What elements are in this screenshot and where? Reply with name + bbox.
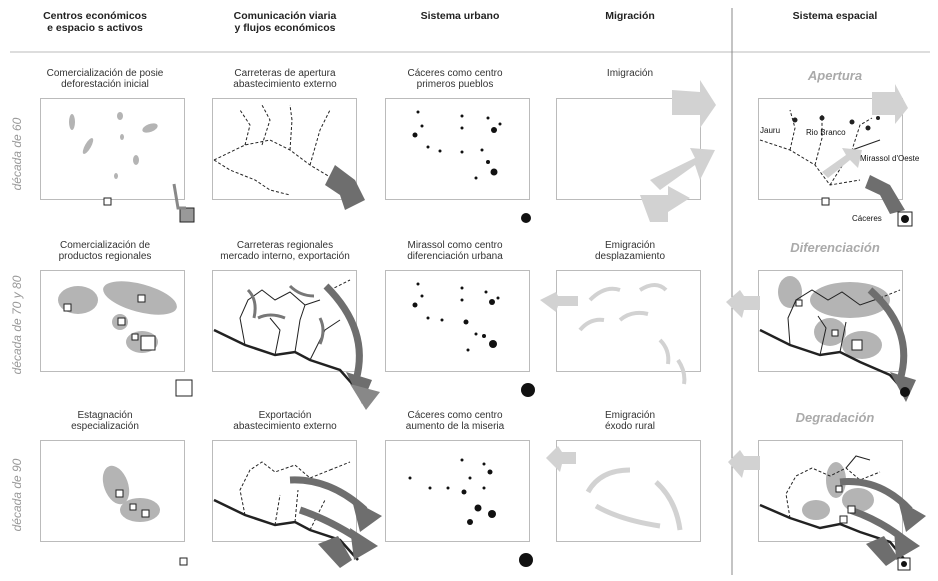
- r1c5-caceres-dot: [901, 215, 909, 223]
- r2c5-big-curve-arrow: [867, 287, 908, 382]
- r1c5-arrow-b: [865, 175, 905, 214]
- r3c5-roads: [759, 455, 906, 561]
- phase-title-degradacion: Degradación: [795, 410, 875, 425]
- r2c4-left-arrow: [540, 292, 578, 312]
- r3c3-legend-dot: [519, 553, 533, 567]
- panel-box-r1c2: [212, 98, 357, 200]
- r1c2-roads: [213, 104, 336, 196]
- r1c1-center-square: [103, 197, 112, 206]
- r3c4-left-arrow: [546, 446, 576, 472]
- r1c5-towns: [792, 115, 880, 131]
- panel-title-r2c3: Mirassol como centro diferenciación urban…: [407, 240, 503, 262]
- panel-box-r3c5: [758, 440, 903, 542]
- r2c2-roads: [213, 279, 363, 396]
- r2c4-left-arrow-big: [726, 290, 760, 318]
- r3c5-left-arrow: [728, 450, 760, 478]
- panel-box-r3c2: [212, 440, 357, 542]
- column-header-sistema-urbano: Sistema urbano: [420, 10, 500, 22]
- r1c1-legend-square: [179, 207, 195, 223]
- r3c4-arrows: [585, 467, 683, 531]
- city-label-mirassol: Mirassol d'Oeste: [860, 154, 920, 163]
- r2c1-blobs: [58, 281, 177, 353]
- r1c3-towns: [412, 110, 502, 180]
- column-header-sistema-espacial: Sistema espacial: [792, 10, 878, 22]
- panel-title-r2c4: Emigración desplazamiento: [594, 240, 666, 262]
- r2c3-towns: [412, 282, 500, 352]
- panel-title-r1c3: Cáceres como centro primeros pueblos: [407, 68, 503, 90]
- r3c1-legend-square: [179, 557, 188, 566]
- r1c4-arrow-3: [640, 186, 690, 222]
- r1c4-arrow-2: [650, 148, 715, 190]
- panel-title-r3c3: Cáceres como centro aumento de la miseria: [405, 410, 505, 432]
- panel-title-r1c4: Imigración: [606, 68, 654, 79]
- r1c5-arrow-c: [822, 148, 862, 178]
- phase-title-diferenciacion: Diferenciación: [790, 240, 880, 255]
- r2c5-caceres-dot: [900, 387, 910, 397]
- r1c3-legend-dot: [521, 213, 531, 223]
- panel-box-r3c3: [385, 440, 530, 542]
- column-header-comunicacion: Comunicación viaria y flujos económicos: [233, 10, 337, 34]
- city-label-caceres: Cáceres: [852, 214, 882, 223]
- r3c2-arrow-1-head: [352, 500, 382, 532]
- city-label-jauru: Jauru: [760, 126, 781, 135]
- r2c2-small-arrows: [246, 284, 325, 345]
- r2c5-arrow-head: [890, 372, 916, 402]
- r3c2-arrow-2-head: [350, 528, 378, 560]
- panel-title-r2c1: Comercialización de productos regionales: [58, 240, 152, 262]
- phase-title-apertura: Apertura: [807, 68, 863, 83]
- r3c5-arrow-1-head: [898, 500, 926, 532]
- panel-title-r1c2: Carreteras de apertura abastecimiento ext…: [233, 68, 337, 90]
- panel-box-r1c5: [758, 98, 903, 200]
- panel-box-r2c5: [758, 270, 903, 372]
- r2c1-legend-square: [175, 379, 193, 397]
- r3c3-towns: [408, 458, 496, 525]
- r3c5-squares: [835, 485, 856, 524]
- r2c5-squares: [795, 299, 863, 351]
- r1c5-arrow-a: [872, 84, 908, 124]
- r1c4-arrow-1: [672, 80, 716, 128]
- panel-box-r2c2: [212, 270, 357, 372]
- panel-title-r3c1: Estagnación especialización: [71, 410, 139, 432]
- column-header-centros: Centros económicos e espacio s activos: [43, 10, 147, 34]
- r3c1-blobs: [102, 465, 160, 522]
- r3c1-squares: [115, 489, 150, 518]
- r2c2-big-curve-arrow: [323, 283, 363, 381]
- r2c1-squares: [63, 294, 156, 351]
- r1c2-big-arrow: [325, 165, 365, 210]
- r1c1-blobs: [69, 112, 158, 179]
- panel-box-r1c3: [385, 98, 530, 200]
- panel-box-r2c3: [385, 270, 530, 372]
- r3c5-arrow-3: [866, 536, 898, 566]
- r2c4-arrows: [578, 283, 687, 385]
- r1c5-roads: [759, 109, 881, 186]
- panel-box-r1c1: [40, 98, 185, 200]
- panel-box-r3c1: [40, 440, 185, 542]
- panel-box-r2c1: [40, 270, 185, 372]
- r2c3-legend-dot: [521, 383, 535, 397]
- panel-title-r1c1: Comercialización de posie deforestación i…: [46, 68, 164, 90]
- panel-title-r2c2: Carreteras regionales mercado interno, ex…: [220, 240, 350, 262]
- panel-box-r2c4: [556, 270, 701, 372]
- r2c2-arrow-head-2: [350, 384, 380, 410]
- r1c5-center-square: [821, 197, 830, 206]
- r3c5-arrow-2-head: [894, 528, 920, 560]
- r2c5-roads: [759, 289, 906, 393]
- r3c5-caceres-dot: [901, 561, 907, 567]
- panel-title-r3c4: Emigración éxodo rural: [604, 410, 656, 432]
- panel-box-r3c4: [556, 440, 701, 542]
- panel-title-r3c2: Exportación abastecimiento externo: [233, 410, 337, 432]
- r1c1-arrow: [172, 183, 186, 210]
- r3c2-arrow-3: [318, 536, 352, 568]
- column-header-migracion: Migración: [605, 10, 655, 22]
- city-label-rio-branco: Rio Branco: [806, 128, 846, 137]
